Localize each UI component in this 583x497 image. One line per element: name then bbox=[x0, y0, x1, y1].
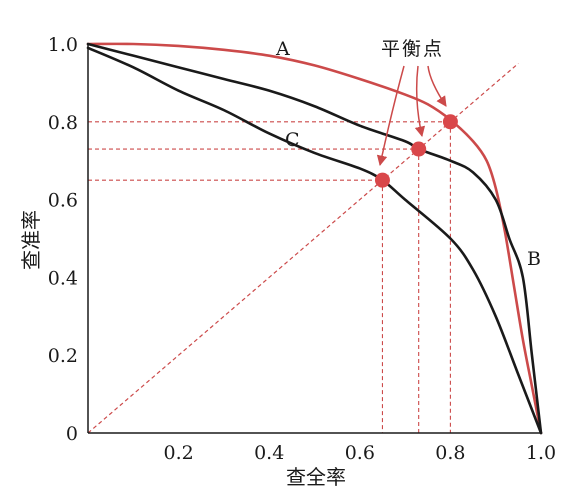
curve-label-c: C bbox=[285, 129, 300, 151]
break-even-point-2 bbox=[442, 114, 458, 130]
x-tick-label: 0.6 bbox=[345, 442, 375, 464]
break-even-point-0 bbox=[374, 172, 390, 188]
y-tick-label: 0.6 bbox=[48, 190, 78, 212]
arrow-2 bbox=[427, 65, 447, 107]
x-tick-label: 1.0 bbox=[526, 442, 556, 464]
axes bbox=[87, 44, 541, 434]
curve-a bbox=[86, 42, 543, 435]
break-even-dots bbox=[374, 114, 458, 188]
x-axis-label: 查全率 bbox=[286, 465, 346, 489]
x-tick-label: 0.8 bbox=[435, 442, 465, 464]
y-tick-label: 1.0 bbox=[48, 34, 78, 56]
y-tick-label: 0.4 bbox=[48, 267, 78, 289]
break-even-point-1 bbox=[411, 141, 427, 157]
tick-labels: 0.2 0.4 0.6 0.8 1.0 0 0.2 0.4 0.6 0.8 1.0 bbox=[48, 34, 556, 464]
y-tick-label: 0.2 bbox=[48, 345, 78, 367]
y-tick-label: 0 bbox=[66, 423, 78, 445]
x-tick-label: 0.2 bbox=[163, 442, 193, 464]
y-axis-label: 查准率 bbox=[19, 210, 43, 270]
break-even-label: 平衡点 bbox=[381, 38, 444, 60]
x-tick-label: 0.4 bbox=[254, 442, 284, 464]
annotation-arrows bbox=[376, 65, 447, 167]
curve-label-a: A bbox=[275, 38, 290, 60]
curve-c bbox=[86, 46, 543, 435]
curve-label-b: B bbox=[527, 248, 541, 270]
y-tick-label: 0.8 bbox=[48, 112, 78, 134]
arrow-0 bbox=[376, 65, 405, 167]
arrow-1 bbox=[414, 65, 426, 138]
